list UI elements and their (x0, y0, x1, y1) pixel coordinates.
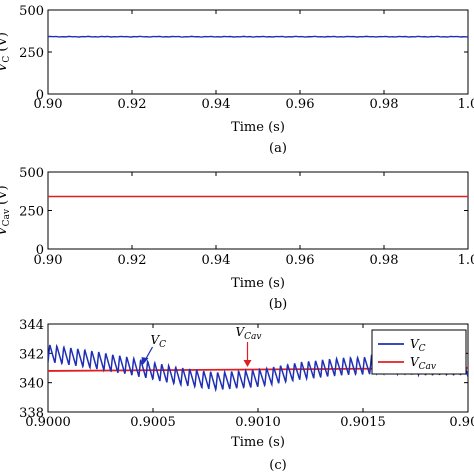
y-tick-label: 344 (19, 318, 44, 333)
panel-caption: (a) (269, 141, 287, 156)
y-tick-label: 0 (36, 243, 44, 258)
chart-panel-b: 0.90 0.92 0.94 0.96 0.98 1.0 0 250 500 Time (s) VC… (0, 166, 474, 312)
x-tick-label: 1.0 (458, 253, 474, 268)
y-tick-label: 342 (19, 347, 44, 362)
annotation-arrowhead-vcav (243, 360, 252, 367)
y-axis-title: VC (V) (0, 32, 12, 72)
annotation-label-vcav: VCav (236, 325, 262, 342)
x-tick-label: 0.902 (449, 415, 474, 430)
y-axis-title: VCav (V) (0, 185, 12, 235)
panel-caption: (b) (269, 297, 287, 312)
x-tick-label: 0.98 (370, 97, 399, 112)
x-axis-title: Time (s) (231, 276, 285, 291)
x-tick-label: 0.9005 (130, 415, 176, 430)
x-tick-label: 0.92 (118, 253, 147, 268)
plot-frame (47, 171, 469, 250)
chart-panel-a: 0.90 0.92 0.94 0.96 0.98 1.0 0 250 500 Time (s) VC… (0, 4, 474, 156)
x-tick-label: 0.90 (34, 97, 63, 112)
x-tick-label: 0.96 (286, 97, 315, 112)
y-tick-label: 250 (19, 205, 44, 220)
y-tick-label: 250 (19, 46, 44, 61)
annotation-arrowhead-vc (141, 357, 149, 366)
x-tick-label: 0.92 (118, 97, 147, 112)
x-axis-title: Time (s) (231, 435, 285, 450)
x-tick-label: 0.94 (202, 97, 231, 112)
y-tick-label: 500 (19, 4, 44, 19)
legend-box (371, 329, 467, 375)
series-line (48, 35, 468, 38)
x-tick-label: 0.90 (34, 253, 63, 268)
panel-caption: (c) (269, 458, 286, 473)
x-tick-label: 0.94 (202, 253, 231, 268)
annotation-label-vc: VC (151, 333, 167, 350)
y-tick-label: 338 (19, 406, 44, 421)
x-tick-label: 0.9000 (25, 415, 71, 430)
plot-area (48, 35, 468, 38)
y-tick-label: 500 (19, 166, 44, 181)
x-tick-label: 1.0 (458, 97, 474, 112)
x-tick-label: 0.96 (286, 253, 315, 268)
x-axis-title: Time (s) (231, 120, 285, 135)
y-tick-label: 340 (19, 377, 44, 392)
x-tick-label: 0.9015 (340, 415, 386, 430)
x-tick-label: 0.98 (370, 253, 399, 268)
y-tick-label: 0 (36, 88, 44, 103)
chart-panel-c: 0.9000 0.9005 0.9010 0.9015 0.902 338 340 342 34… (19, 318, 474, 473)
legend-entry: VCav (410, 355, 436, 372)
legend-entry: VC (410, 337, 426, 354)
x-tick-label: 0.9010 (235, 415, 281, 430)
plot-frame (47, 9, 469, 95)
